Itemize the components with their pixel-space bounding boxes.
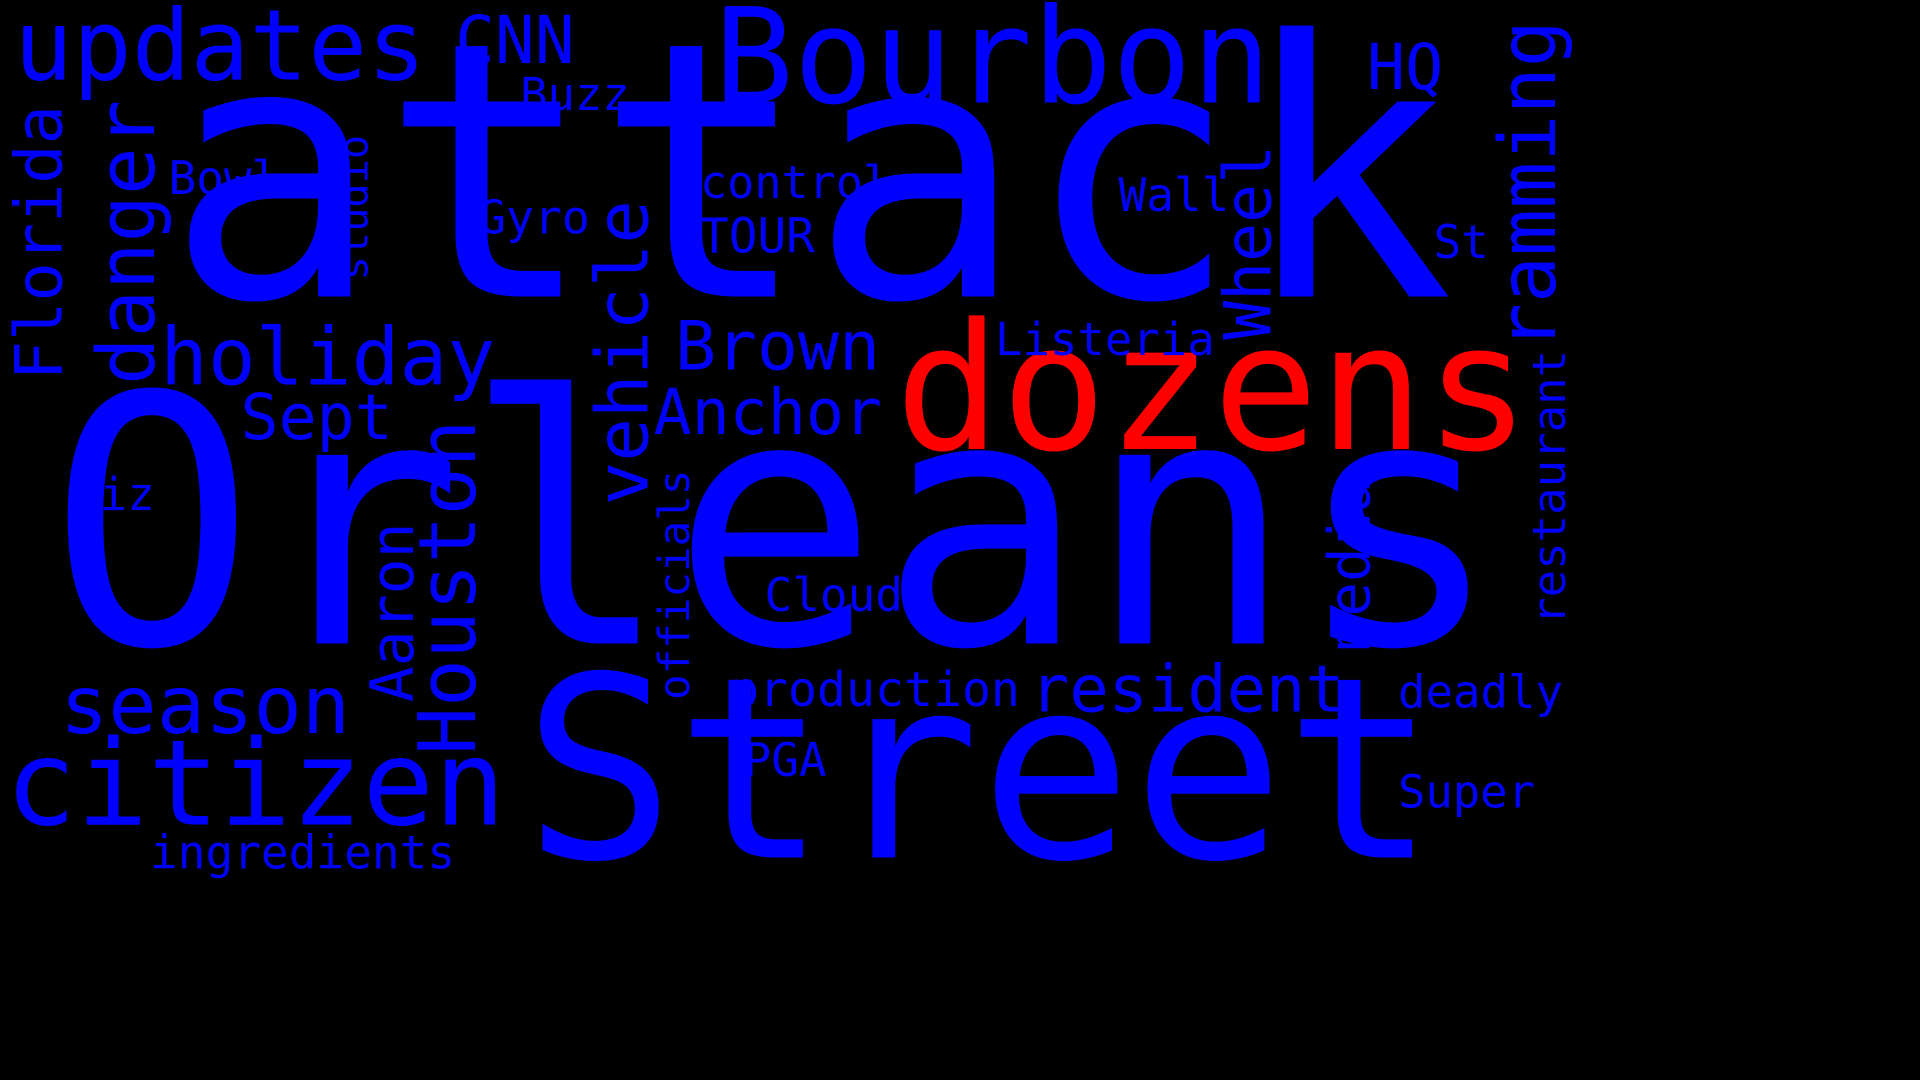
word-sept: Sept [241,386,393,449]
word-ramming: ramming [1490,20,1568,350]
word-danger: danger [88,100,167,385]
word-listeria: Listeria [995,317,1215,363]
word-pga: PGA [744,737,827,783]
word-ingredients: ingredients [150,830,455,876]
word-studio: studio [335,135,375,280]
word-biz: Biz [72,472,155,518]
word-restaurant: restaurant [1527,350,1573,625]
word-bourbon: Bourbon [714,0,1271,124]
word-wall: Wall [1119,172,1230,218]
word-cnn: CNN [455,7,575,73]
word-deadly: deadly [1398,670,1563,716]
word-gyro: Gyro [478,195,590,241]
word-resident: resident [1030,658,1345,723]
word-buzz: Buzz [520,72,630,118]
word-control: control [700,160,890,205]
word-tour: TOUR [700,214,815,262]
word-season: season [60,665,350,745]
word-updates: updates [14,0,426,96]
word-production: production [730,666,1020,714]
word-super: Super [1398,770,1535,816]
word-florida: Florida [7,105,72,380]
word-bowl: Bowl [169,155,280,201]
word-st: St [1434,219,1489,265]
word-aaron: Aaron [364,522,424,702]
word-cloud: Cloud [765,572,903,618]
word-anchor: Anchor [654,381,882,444]
word-vehicle: vehicle [587,200,659,505]
word-brown: Brown [675,314,880,382]
word-officials: officials [655,470,698,701]
word-hq: HQ [1367,36,1443,99]
word-media: media [1321,478,1379,651]
